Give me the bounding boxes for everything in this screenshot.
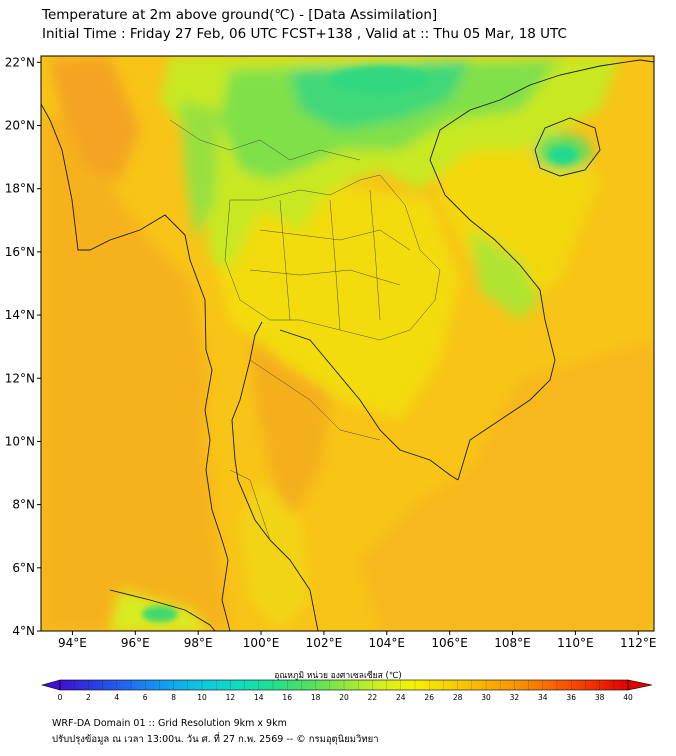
colorbar-tick-label: 8 [171,693,176,702]
title-line-1: Temperature at 2m above ground(℃) - [Dat… [42,7,438,23]
colorbar-tick-label: 22 [368,693,378,702]
lon-tick-label: 104°E [369,636,406,650]
lat-tick-label: 14°N [5,308,35,322]
lat-tick-label: 20°N [5,119,35,133]
colorbar-tick-label: 14 [254,693,264,702]
colorbar-tick-label: 10 [197,693,207,702]
lat-tick-label: 10°N [5,434,35,448]
temperature-field [41,56,654,631]
lat-tick-label: 22°N [5,55,35,69]
lon-tick-label: 102°E [306,636,343,650]
lon-tick-label: 110°E [557,636,594,650]
plot-frame [40,55,655,632]
province-borders [169,119,441,541]
lat-tick-label: 16°N [5,245,35,259]
axis-ticks: 94°E 96°E 98°E 100°E 102°E 104°E 106°E 108°E 110… [5,55,657,650]
colorbar-tick-label: 36 [566,693,576,702]
colorbar-tick-label: 32 [510,693,520,702]
colorbar-tick-label: 38 [595,693,605,702]
lon-tick-label: 96°E [121,636,150,650]
lon-tick-label: 108°E [494,636,531,650]
lat-tick-label: 4°N [12,624,35,638]
colorbar-tick-label: 34 [538,693,548,702]
colorbar-tick-label: 24 [396,693,406,702]
colorbar-tick-label: 40 [623,693,633,702]
lon-tick-label: 112°E [620,636,657,650]
colorbar-tick-label: 0 [58,693,63,702]
lon-tick-label: 98°E [184,636,213,650]
colorbar-tick-label: 12 [226,693,236,702]
colorbar-tick-label: 26 [424,693,434,702]
colorbar-tick-label: 16 [282,693,292,702]
colorbar-tick-label: 28 [453,693,463,702]
coastlines [41,59,654,631]
lat-tick-label: 12°N [5,371,35,385]
chart-title: Temperature at 2m above ground(℃) - [Dat… [42,6,567,44]
lat-tick-label: 6°N [12,561,35,575]
footer-line-2: ปรับปรุงข้อมูล ณ เวลา 13:00น. วัน ศ. ที่… [52,734,379,745]
lon-tick-label: 94°E [58,636,87,650]
title-line-2: Initial Time : Friday 27 Feb, 06 UTC FCS… [42,26,567,42]
colorbar: 0 2 4 6 8 10 12 14 16 18 20 22 24 26 28 30 32 34 36 38 40 [40,679,653,702]
colorbar-tick-label: 6 [143,693,148,702]
lat-tick-label: 8°N [12,498,35,512]
colorbar-tick-label: 4 [114,693,119,702]
colorbar-tick-label: 20 [339,693,349,702]
colorbar-tick-label: 2 [86,693,91,702]
colorbar-tick-label: 18 [311,693,321,702]
footer-line-1: WRF-DA Domain 01 :: Grid Resolution 9km … [52,718,287,729]
colorbar-tick-label: 30 [481,693,491,702]
lon-tick-label: 100°E [243,636,280,650]
lon-tick-label: 106°E [431,636,468,650]
colorbar-label: อุณหภูมิ หน่วย องศาเซลเซียส (℃) [274,671,402,681]
lat-tick-label: 18°N [5,182,35,196]
